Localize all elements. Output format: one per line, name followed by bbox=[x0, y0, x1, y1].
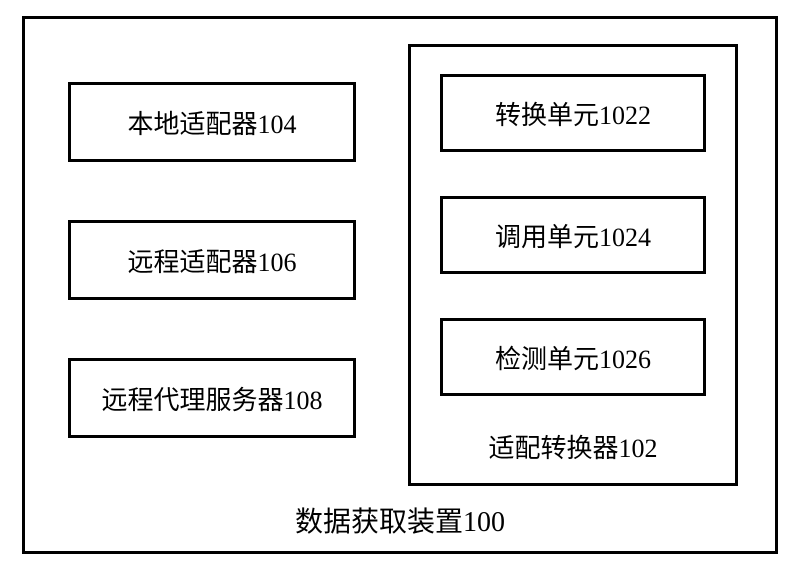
right-box-2: 调用单元1024 bbox=[440, 196, 706, 274]
right-box-1: 转换单元1022 bbox=[440, 74, 706, 152]
right-box-1-label: 转换单元1022 bbox=[495, 95, 651, 132]
right-box-3-label: 检测单元1026 bbox=[495, 339, 651, 376]
left-box-3: 远程代理服务器108 bbox=[68, 358, 356, 438]
left-box-1-label: 本地适配器104 bbox=[127, 104, 296, 141]
right-box-2-label: 调用单元1024 bbox=[495, 217, 651, 254]
left-box-2-label: 远程适配器106 bbox=[127, 242, 296, 279]
left-box-2: 远程适配器106 bbox=[68, 220, 356, 300]
left-box-1: 本地适配器104 bbox=[68, 82, 356, 162]
right-box-3: 检测单元1026 bbox=[440, 318, 706, 396]
diagram-title: 数据获取装置100 bbox=[0, 500, 800, 540]
left-box-3-label: 远程代理服务器108 bbox=[101, 380, 322, 417]
right-container-label: 适配转换器102 bbox=[411, 428, 735, 465]
diagram-canvas: 本地适配器104 远程适配器106 远程代理服务器108 适配转换器102 转换… bbox=[0, 0, 800, 570]
